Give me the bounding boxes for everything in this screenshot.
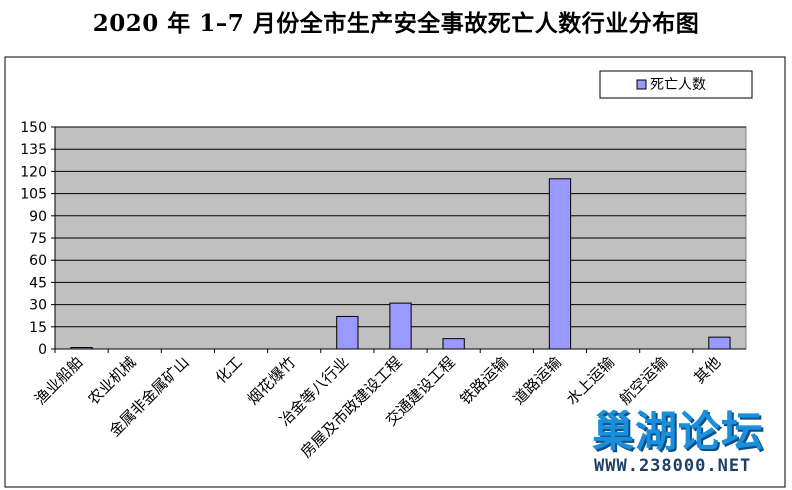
y-tick-label: 150 xyxy=(20,120,47,136)
watermark-logo: 巢湖论坛 WWW.238000.NET xyxy=(586,398,782,482)
y-tick-label: 0 xyxy=(38,342,47,358)
bar xyxy=(336,315,359,350)
y-tick-label: 15 xyxy=(29,320,47,336)
y-axis-ticks: 0 15 30 45 60 75 90 105 120 135 150 xyxy=(20,120,55,358)
y-tick-label: 90 xyxy=(29,209,47,225)
watermark-text: 巢湖论坛 xyxy=(592,407,765,456)
y-tick-label: 45 xyxy=(29,275,47,291)
y-tick-label: 120 xyxy=(20,164,47,180)
gridlines xyxy=(55,126,746,328)
y-tick-label: 105 xyxy=(20,187,47,203)
y-tick-label: 30 xyxy=(29,298,47,314)
y-tick-label: 75 xyxy=(29,231,47,247)
bar xyxy=(548,178,572,350)
bar xyxy=(708,336,731,350)
bar xyxy=(389,302,412,350)
legend-box xyxy=(599,70,753,99)
watermark-url: WWW.238000.NET xyxy=(594,456,752,476)
bar xyxy=(442,338,465,350)
bars xyxy=(70,178,731,350)
legend: 死亡人数 xyxy=(599,70,753,99)
legend-label: 死亡人数 xyxy=(650,77,706,93)
y-tick-label: 135 xyxy=(20,142,47,158)
legend-swatch xyxy=(636,79,647,90)
y-tick-label: 60 xyxy=(29,253,47,269)
chart-title: 2020 年 1–7 月份全市生产安全事故死亡人数行业分布图 xyxy=(92,10,700,37)
